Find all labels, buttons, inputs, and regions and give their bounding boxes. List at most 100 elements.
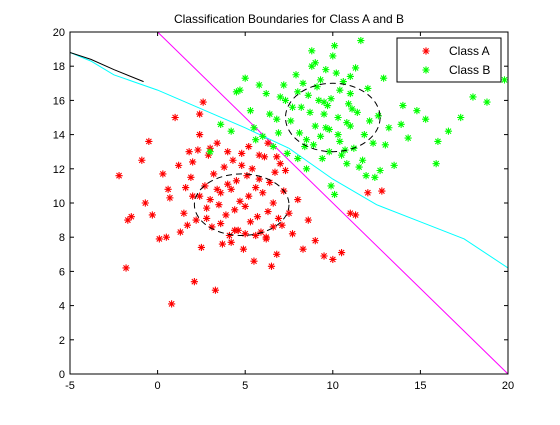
data-point bbox=[255, 175, 263, 183]
legend-marker bbox=[422, 47, 430, 55]
data-point bbox=[196, 110, 204, 118]
data-point bbox=[148, 211, 156, 219]
data-point bbox=[358, 156, 367, 164]
data-point bbox=[311, 237, 319, 245]
data-point bbox=[364, 84, 372, 93]
data-point bbox=[330, 42, 339, 50]
data-point bbox=[348, 105, 356, 113]
data-point bbox=[288, 230, 297, 238]
data-point bbox=[390, 161, 398, 169]
data-point bbox=[255, 81, 263, 89]
data-point bbox=[327, 182, 335, 190]
data-point bbox=[236, 197, 244, 205]
data-point bbox=[301, 142, 309, 151]
data-point bbox=[222, 211, 230, 219]
data-point bbox=[374, 112, 382, 120]
data-point bbox=[171, 113, 179, 122]
data-point bbox=[351, 64, 360, 72]
data-point bbox=[283, 149, 291, 158]
contour-ellipse-1 bbox=[193, 173, 290, 236]
data-point bbox=[339, 77, 347, 86]
data-point bbox=[190, 278, 198, 286]
data-point bbox=[269, 199, 277, 207]
data-point bbox=[320, 110, 328, 118]
data-point bbox=[197, 243, 205, 252]
chart-title: Classification Boundaries for Class A an… bbox=[174, 12, 404, 26]
y-tick-label: 0 bbox=[59, 369, 65, 381]
data-point bbox=[397, 120, 405, 128]
data-point bbox=[276, 160, 284, 168]
data-point bbox=[231, 226, 239, 234]
data-point bbox=[248, 165, 256, 173]
data-point bbox=[145, 137, 153, 146]
data-point bbox=[196, 192, 204, 200]
data-point bbox=[267, 262, 276, 270]
boundary-line-1 bbox=[157, 32, 508, 374]
data-point bbox=[483, 98, 491, 106]
data-point bbox=[365, 117, 374, 125]
y-tick-label: 18 bbox=[53, 61, 65, 73]
data-point bbox=[266, 178, 274, 187]
data-point bbox=[182, 184, 190, 192]
data-point bbox=[329, 52, 337, 60]
x-tick-label: 5 bbox=[242, 380, 248, 392]
y-tick-label: 14 bbox=[53, 130, 65, 142]
data-point bbox=[315, 96, 323, 104]
data-point bbox=[213, 139, 221, 147]
data-point bbox=[264, 139, 272, 147]
data-point bbox=[259, 132, 267, 140]
data-point bbox=[311, 122, 319, 130]
x-tick-label: 15 bbox=[414, 380, 426, 392]
y-tick-label: 4 bbox=[59, 301, 65, 313]
data-point bbox=[281, 166, 290, 175]
series-class-b bbox=[206, 36, 508, 199]
data-point bbox=[253, 213, 262, 221]
data-point bbox=[353, 108, 361, 116]
data-point bbox=[327, 95, 335, 103]
data-point bbox=[269, 223, 277, 231]
data-point bbox=[299, 245, 307, 253]
data-point bbox=[325, 148, 333, 156]
contour-ellipse-2 bbox=[284, 82, 381, 153]
data-point bbox=[183, 221, 191, 229]
data-point bbox=[203, 204, 211, 212]
data-point bbox=[334, 131, 342, 139]
data-point bbox=[299, 79, 307, 87]
data-point bbox=[204, 151, 213, 159]
data-point bbox=[218, 240, 227, 248]
plot-content bbox=[70, 32, 508, 374]
data-point bbox=[225, 231, 234, 240]
data-point bbox=[239, 245, 248, 253]
data-point bbox=[316, 76, 325, 84]
data-point bbox=[231, 206, 239, 214]
data-point bbox=[259, 189, 267, 197]
data-point bbox=[127, 213, 135, 221]
data-point bbox=[201, 182, 209, 190]
data-point bbox=[159, 170, 167, 178]
data-point bbox=[245, 142, 253, 151]
data-point bbox=[213, 185, 221, 193]
data-point bbox=[341, 146, 349, 154]
data-point bbox=[232, 88, 241, 96]
data-point bbox=[309, 141, 318, 149]
data-point bbox=[292, 71, 300, 79]
data-point bbox=[252, 136, 260, 144]
data-point bbox=[189, 192, 197, 200]
data-point bbox=[399, 101, 407, 110]
data-point bbox=[192, 216, 200, 224]
data-point bbox=[241, 230, 249, 238]
data-point bbox=[351, 211, 360, 219]
data-point bbox=[208, 223, 216, 231]
data-point bbox=[166, 194, 174, 202]
data-point bbox=[274, 129, 283, 137]
data-point bbox=[278, 221, 286, 229]
data-point bbox=[243, 172, 251, 180]
data-point bbox=[343, 119, 351, 127]
data-point bbox=[124, 216, 132, 224]
data-point bbox=[227, 238, 235, 246]
data-point bbox=[206, 195, 214, 204]
data-point bbox=[266, 110, 274, 118]
data-point bbox=[162, 233, 170, 241]
data-point bbox=[220, 163, 228, 171]
data-point bbox=[273, 250, 281, 258]
